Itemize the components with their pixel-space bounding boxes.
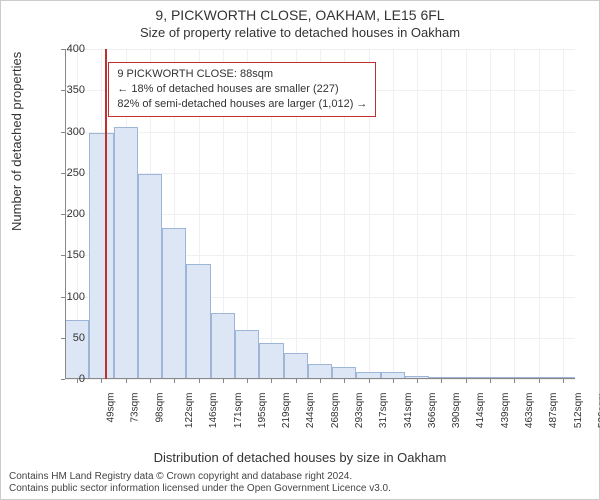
bar [211, 313, 235, 379]
x-tick-mark [296, 379, 297, 383]
y-axis-label: Number of detached properties [9, 52, 24, 231]
annotation-line-2: ← 18% of detached houses are smaller (22… [117, 82, 367, 97]
x-tick-label: 439sqm [500, 393, 511, 429]
x-tick-mark [247, 379, 248, 383]
bar [138, 174, 162, 379]
page-title: 9, PICKWORTH CLOSE, OAKHAM, LE15 6FL [1, 7, 599, 23]
attribution-line-1: Contains HM Land Registry data © Crown c… [9, 471, 591, 483]
page-subtitle: Size of property relative to detached ho… [1, 25, 599, 40]
x-tick-mark [393, 379, 394, 383]
annotation-box: 9 PICKWORTH CLOSE: 88sqm ← 18% of detach… [108, 62, 376, 117]
y-tick-label: 250 [45, 167, 85, 179]
x-tick-label: 487sqm [548, 393, 559, 429]
x-tick-mark [199, 379, 200, 383]
x-tick-label: 49sqm [106, 393, 117, 423]
x-tick-mark [344, 379, 345, 383]
x-tick-label: 414sqm [476, 393, 487, 429]
x-tick-label: 244sqm [306, 393, 317, 429]
x-tick-mark [539, 379, 540, 383]
x-tick-mark [417, 379, 418, 383]
x-tick-label: 195sqm [257, 393, 268, 429]
x-tick-label: 171sqm [233, 393, 244, 429]
x-tick-label: 341sqm [403, 393, 414, 429]
attribution-line-2: Contains public sector information licen… [9, 483, 591, 495]
bar [235, 330, 259, 380]
x-tick-label: 390sqm [451, 393, 462, 429]
x-tick-label: 146sqm [208, 393, 219, 429]
y-tick-label: 200 [45, 208, 85, 220]
x-tick-label: 463sqm [524, 393, 535, 429]
y-tick-label: 0 [45, 373, 85, 385]
x-tick-label: 317sqm [378, 393, 389, 429]
x-tick-label: 293sqm [354, 393, 365, 429]
y-tick-label: 50 [45, 332, 85, 344]
x-tick-label: 366sqm [427, 393, 438, 429]
x-tick-mark [514, 379, 515, 383]
x-tick-mark [101, 379, 102, 383]
y-tick-label: 150 [45, 249, 85, 261]
bar [284, 353, 308, 379]
x-tick-mark [369, 379, 370, 383]
bar [259, 343, 283, 379]
x-tick-mark [490, 379, 491, 383]
x-tick-label: 73sqm [130, 393, 141, 423]
x-tick-mark [271, 379, 272, 383]
bar [308, 364, 332, 379]
x-tick-mark [563, 379, 564, 383]
bar [65, 320, 89, 379]
x-tick-mark [126, 379, 127, 383]
y-tick-label: 100 [45, 291, 85, 303]
y-tick-label: 350 [45, 84, 85, 96]
bar [186, 264, 210, 380]
x-tick-mark [320, 379, 321, 383]
x-tick-mark [174, 379, 175, 383]
annotation-line-1: 9 PICKWORTH CLOSE: 88sqm [117, 67, 367, 82]
x-tick-mark [223, 379, 224, 383]
attribution-text: Contains HM Land Registry data © Crown c… [9, 471, 591, 495]
x-tick-label: 98sqm [154, 393, 165, 423]
x-tick-label: 268sqm [330, 393, 341, 429]
chart-container: 9, PICKWORTH CLOSE, OAKHAM, LE15 6FL Siz… [0, 0, 600, 500]
x-tick-mark [150, 379, 151, 383]
subject-marker-line [105, 49, 107, 379]
x-axis-label: Distribution of detached houses by size … [1, 450, 599, 465]
x-tick-label: 219sqm [281, 393, 292, 429]
x-tick-label: 122sqm [184, 393, 195, 429]
bar [162, 228, 186, 379]
annotation-line-3: 82% of semi-detached houses are larger (… [117, 97, 367, 112]
bar [89, 133, 113, 379]
y-tick-label: 300 [45, 126, 85, 138]
plot-area: 9 PICKWORTH CLOSE: 88sqm ← 18% of detach… [65, 49, 575, 379]
x-tick-mark [466, 379, 467, 383]
x-tick-label: 512sqm [573, 393, 584, 429]
x-tick-mark [441, 379, 442, 383]
x-tick-mark [77, 379, 78, 383]
bar [114, 127, 138, 379]
y-tick-label: 400 [45, 43, 85, 55]
